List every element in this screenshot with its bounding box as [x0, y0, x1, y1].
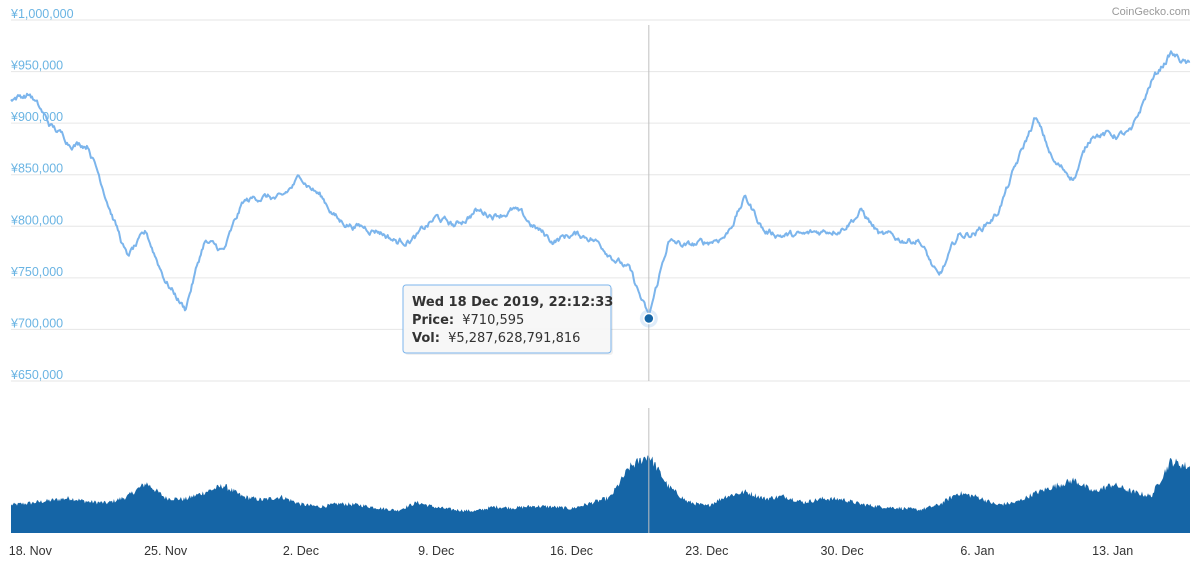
x-tick-label: 16. Dec: [550, 544, 593, 558]
y-tick-label: ¥950,000: [10, 59, 63, 73]
tooltip-vol-value: ¥5,287,628,791,816: [448, 331, 580, 346]
x-tick-label: 9. Dec: [418, 544, 454, 558]
volume-series: [11, 455, 1190, 533]
tooltip-vol-label: Vol:: [412, 331, 440, 346]
x-tick-label: 30. Dec: [821, 544, 864, 558]
x-tick-label: 23. Dec: [685, 544, 728, 558]
y-tick-label: ¥900,000: [10, 110, 63, 124]
y-tick-label: ¥700,000: [10, 316, 63, 330]
hover-point[interactable]: [643, 312, 655, 325]
y-tick-label: ¥650,000: [10, 368, 63, 382]
tooltip-price-row: Price: ¥710,595: [412, 313, 524, 328]
y-tick-label: ¥850,000: [10, 162, 63, 176]
credit-text[interactable]: CoinGecko.com: [1112, 6, 1190, 18]
x-tick-label: 6. Jan: [960, 544, 994, 558]
price-line: [10, 50, 1191, 314]
tooltip-title: Wed 18 Dec 2019, 22:12:33: [412, 295, 613, 310]
tooltip-price-value: ¥710,595: [462, 313, 524, 328]
tooltip: Wed 18 Dec 2019, 22:12:33 Price: ¥710,59…: [402, 284, 613, 355]
x-tick-label: 25. Nov: [144, 544, 188, 558]
tooltip-vol-row: Vol: ¥5,287,628,791,816: [412, 331, 580, 346]
y-tick-label: ¥1,000,000: [10, 7, 74, 21]
x-tick-label: 18. Nov: [9, 544, 53, 558]
grid-lines: [11, 19, 1190, 382]
tooltip-price-label: Price:: [412, 313, 454, 328]
x-tick-label: 2. Dec: [283, 544, 319, 558]
tooltip-box: [402, 284, 612, 354]
volume-area: [11, 455, 1190, 533]
y-tick-label: ¥800,000: [10, 213, 63, 227]
y-axis-labels: ¥650,000 ¥700,000 ¥750,000 ¥800,000 ¥850,000…: [10, 7, 74, 382]
x-axis-labels: 18. Nov 25. Nov 2. Dec 9. Dec 16. Dec 23. Dec…: [9, 544, 1133, 558]
y-tick-label: ¥750,000: [10, 265, 63, 279]
x-tick-label: 13. Jan: [1092, 544, 1133, 558]
